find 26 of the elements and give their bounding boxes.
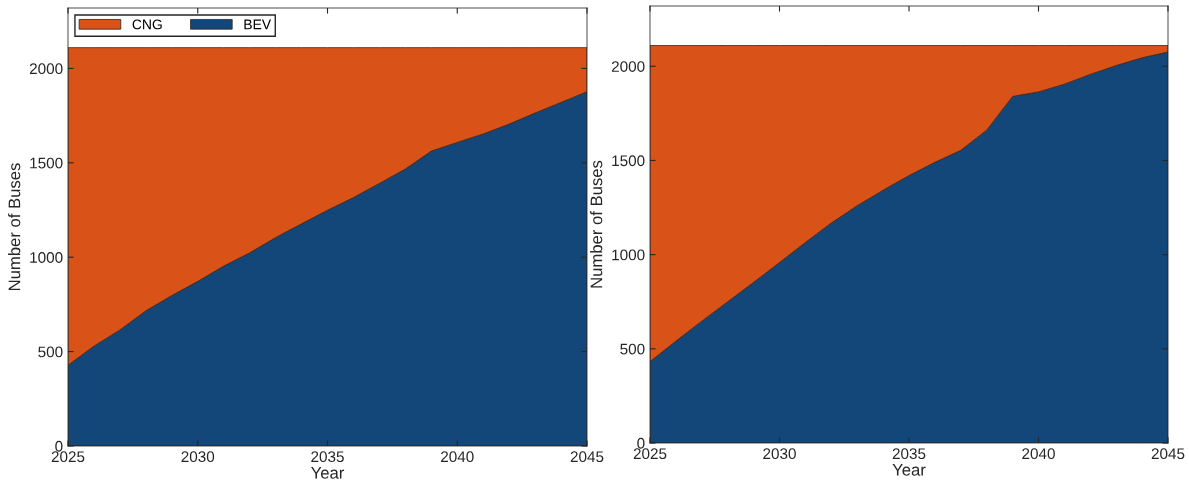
- y-tick-label: 1500: [30, 157, 63, 169]
- x-tick-label: 2035: [311, 451, 344, 463]
- x-tick-label: 2025: [51, 451, 85, 463]
- x-tick-label: 2045: [570, 451, 604, 463]
- legend-label: CNG: [132, 19, 162, 30]
- x-tick-label: 2040: [1022, 448, 1055, 460]
- y-axis-title: Number of Buses: [8, 163, 21, 291]
- y-tick-label: 2000: [611, 61, 645, 72]
- y-tick-label: 1000: [612, 249, 645, 261]
- y-tick-label: 0: [55, 440, 63, 452]
- x-axis-title: Year: [892, 464, 926, 476]
- y-tick-label: 0: [637, 437, 645, 449]
- y-tick-label: 2000: [29, 63, 63, 75]
- x-tick-label: 2035: [892, 448, 926, 460]
- y-tick-label: 1000: [30, 252, 63, 263]
- legend-label: BEV: [244, 19, 272, 30]
- x-tick-label: 2045: [1151, 448, 1185, 460]
- x-tick-label: 2030: [763, 448, 796, 460]
- y-axis-title: Number of Buses: [590, 160, 603, 288]
- x-tick-label: 2025: [633, 448, 667, 460]
- x-axis-title: Year: [311, 467, 345, 479]
- x-tick-label: 2030: [181, 451, 215, 463]
- y-tick-label: 500: [620, 343, 645, 355]
- y-tick-label: 1500: [612, 155, 645, 167]
- y-tick-label: 500: [38, 346, 63, 358]
- x-tick-label: 2040: [441, 451, 474, 463]
